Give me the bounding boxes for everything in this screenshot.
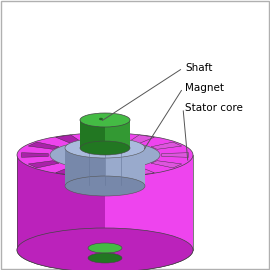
Polygon shape [151, 142, 182, 149]
Polygon shape [151, 161, 182, 168]
Text: Shaft: Shaft [185, 63, 212, 73]
Polygon shape [96, 169, 114, 177]
Polygon shape [28, 142, 59, 149]
Polygon shape [105, 155, 193, 250]
Polygon shape [65, 148, 105, 186]
Ellipse shape [80, 113, 130, 127]
Polygon shape [105, 120, 130, 148]
Polygon shape [56, 135, 82, 144]
Ellipse shape [65, 176, 145, 196]
Ellipse shape [50, 141, 160, 169]
Polygon shape [56, 166, 82, 175]
Ellipse shape [88, 243, 122, 253]
Ellipse shape [17, 228, 193, 270]
Ellipse shape [65, 138, 145, 158]
Ellipse shape [17, 228, 193, 270]
Polygon shape [96, 133, 114, 141]
Polygon shape [17, 155, 105, 250]
Text: Stator core: Stator core [185, 103, 243, 113]
Ellipse shape [99, 118, 103, 120]
Polygon shape [105, 248, 122, 258]
Polygon shape [80, 120, 105, 148]
Polygon shape [28, 161, 59, 168]
Ellipse shape [88, 253, 122, 263]
Text: Magnet: Magnet [185, 83, 224, 93]
Polygon shape [128, 135, 154, 144]
Polygon shape [162, 153, 188, 157]
Polygon shape [88, 248, 105, 258]
Ellipse shape [80, 141, 130, 155]
Ellipse shape [17, 133, 193, 177]
Polygon shape [128, 166, 154, 175]
Polygon shape [105, 148, 145, 186]
Polygon shape [21, 153, 48, 157]
